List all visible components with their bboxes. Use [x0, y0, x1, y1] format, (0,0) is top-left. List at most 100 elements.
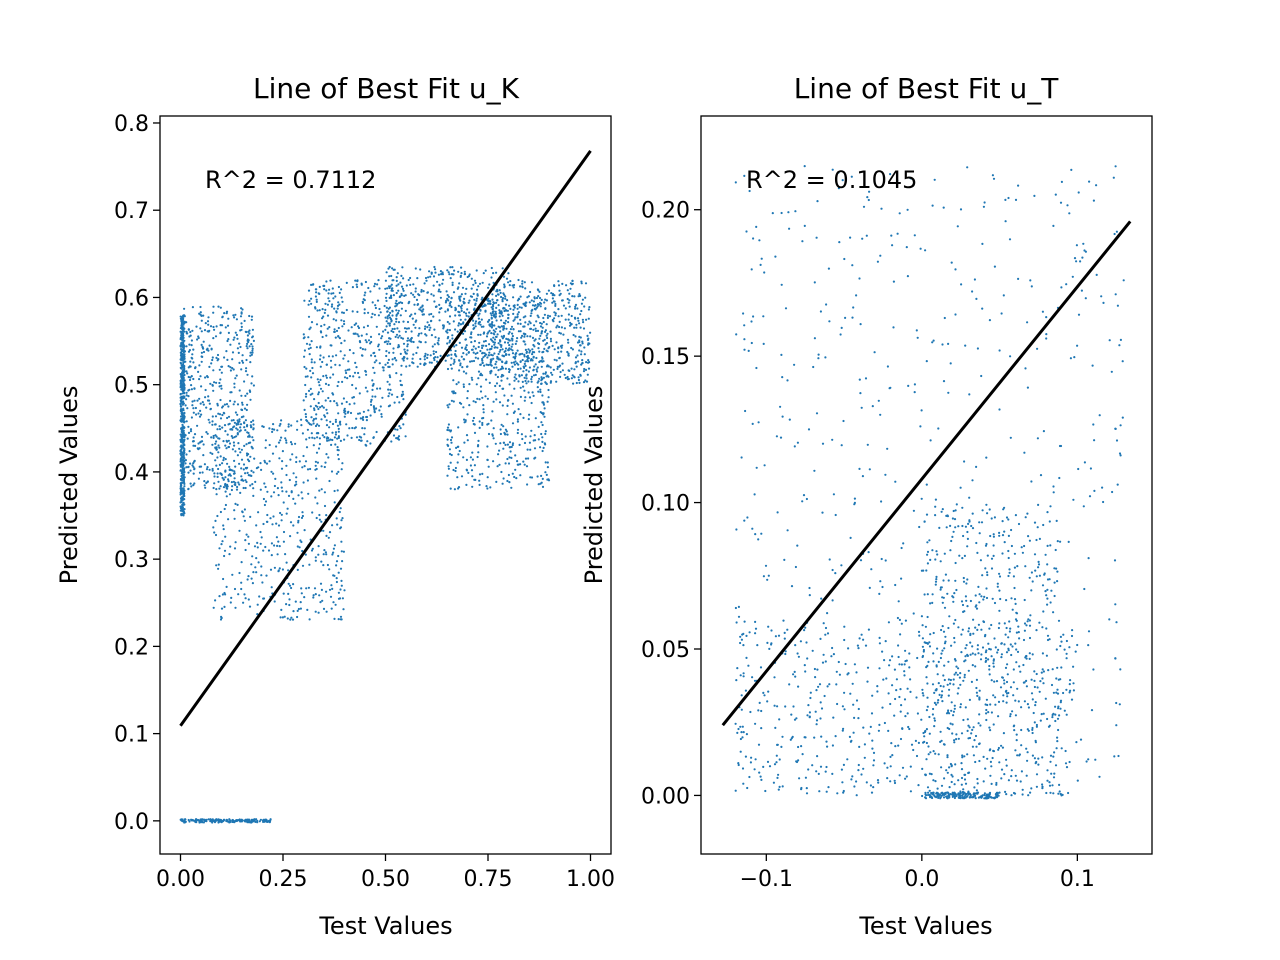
scatter-point: [775, 435, 779, 438]
scatter-point: [925, 709, 929, 712]
scatter-point: [246, 578, 249, 581]
scatter-point: [870, 568, 873, 571]
scatter-point: [533, 304, 536, 307]
scatter-point: [522, 316, 525, 319]
scatter-point: [754, 722, 757, 725]
scatter-point: [954, 313, 957, 316]
scatter-point: [292, 583, 295, 586]
scatter-point: [400, 336, 403, 339]
scatter-point: [243, 319, 246, 322]
scatter-point: [396, 395, 399, 399]
scatter-point: [968, 496, 971, 499]
scatter-point: [536, 305, 539, 308]
scatter-point: [316, 309, 319, 312]
scatter-point: [395, 309, 398, 312]
scatter-point: [538, 296, 542, 300]
scatter-point: [1063, 648, 1066, 651]
scatter-point: [215, 381, 218, 384]
scatter-point: [402, 423, 405, 426]
scatter-point: [453, 358, 456, 361]
scatter-point: [391, 358, 394, 361]
scatter-point: [454, 349, 457, 353]
scatter-point: [734, 606, 738, 610]
scatter-point: [575, 323, 578, 326]
scatter-point: [306, 420, 309, 423]
scatter-point: [534, 417, 537, 420]
scatter-point: [321, 434, 324, 437]
scatter-point: [926, 705, 929, 708]
scatter-point: [473, 431, 477, 434]
scatter-point: [204, 396, 207, 399]
scatter-point: [243, 444, 246, 447]
scatter-point: [527, 323, 530, 326]
scatter-point: [414, 267, 417, 270]
scatter-point: [328, 588, 332, 591]
scatter-point: [446, 269, 449, 272]
scatter-point: [307, 303, 310, 306]
scatter-point: [277, 569, 280, 572]
scatter-point: [332, 393, 335, 396]
scatter-point: [988, 664, 991, 668]
scatter-point: [541, 436, 544, 439]
scatter-point: [514, 316, 517, 319]
scatter-point: [440, 273, 443, 276]
scatter-point: [525, 351, 528, 354]
scatter-point: [247, 330, 250, 333]
scatter-point: [578, 381, 581, 384]
scatter-point: [494, 373, 497, 376]
scatter-point: [475, 383, 478, 386]
scatter-point: [954, 268, 957, 271]
scatter-point: [503, 341, 507, 344]
scatter-point: [481, 346, 484, 350]
scatter-point: [253, 545, 257, 548]
scatter-point: [583, 353, 586, 356]
scatter-point: [385, 271, 388, 274]
scatter-point: [790, 713, 793, 716]
scatter-point: [357, 335, 360, 338]
scatter-point: [551, 292, 555, 296]
scatter-point: [1036, 437, 1039, 440]
scatter-point: [795, 760, 799, 764]
scatter-point: [881, 585, 884, 589]
scatter-point: [819, 765, 823, 768]
scatter-point: [514, 342, 517, 345]
scatter-point: [297, 494, 300, 497]
scatter-point: [254, 566, 257, 569]
scatter-point: [458, 449, 461, 453]
scatter-point: [336, 304, 340, 307]
scatter-point: [980, 595, 983, 598]
scatter-point: [494, 384, 497, 388]
scatter-point: [820, 735, 823, 738]
scatter-point: [477, 377, 480, 380]
scatter-point: [437, 337, 440, 340]
scatter-point: [859, 559, 863, 562]
scatter-point: [909, 790, 913, 793]
scatter-point: [186, 407, 189, 410]
scatter-point: [441, 271, 444, 274]
scatter-point: [179, 440, 182, 443]
scatter-point: [218, 413, 222, 416]
scatter-point: [395, 279, 398, 282]
scatter-point: [224, 503, 227, 507]
scatter-point: [326, 327, 329, 330]
scatter-point: [883, 762, 886, 765]
scatter-point: [215, 446, 218, 449]
scatter-point: [964, 659, 967, 662]
scatter-point: [1018, 665, 1021, 668]
scatter-point: [500, 325, 503, 328]
scatter-point: [758, 239, 761, 242]
scatter-point: [770, 643, 773, 646]
scatter-point: [760, 778, 763, 782]
scatter-point: [495, 306, 498, 309]
scatter-point: [453, 360, 456, 363]
scatter-point: [209, 382, 212, 385]
scatter-point: [778, 718, 781, 721]
scatter-point: [932, 750, 935, 753]
scatter-point: [1075, 260, 1078, 263]
scatter-point: [887, 621, 891, 624]
scatter-point: [333, 330, 336, 333]
scatter-point: [305, 438, 308, 441]
scatter-point: [1035, 575, 1038, 578]
scatter-point: [465, 372, 468, 375]
scatter-point: [917, 784, 920, 787]
